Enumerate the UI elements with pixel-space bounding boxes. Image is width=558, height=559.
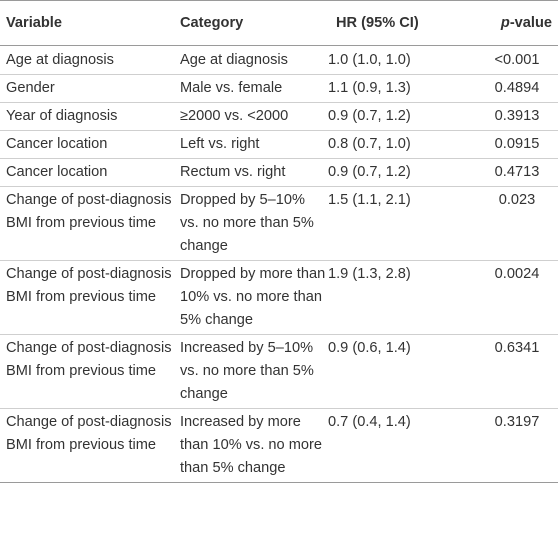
cell-pvalue: 0.0024 xyxy=(494,266,540,282)
cell-variable: Age at diagnosis xyxy=(6,52,114,68)
cell-pvalue: 0.0915 xyxy=(494,136,540,152)
cell-hr: 1.0 (1.0, 1.0) xyxy=(328,52,411,68)
cell-variable: Change of post-diagnosis BMI from previo… xyxy=(6,192,172,231)
cell-category: Increased by more than 10% vs. no more t… xyxy=(180,414,322,476)
cell-variable: Cancer location xyxy=(6,136,108,152)
results-table: Variable Category HR (95% CI) p-value Ag… xyxy=(0,0,558,483)
table-header: Variable Category HR (95% CI) p-value xyxy=(0,0,558,46)
header-pvalue-italic: p xyxy=(500,14,510,31)
cell-hr: 1.9 (1.3, 2.8) xyxy=(328,266,411,282)
cell-category: ≥2000 vs. <2000 xyxy=(180,108,289,124)
cell-hr: 0.9 (0.7, 1.2) xyxy=(328,108,411,124)
cell-pvalue: 0.3913 xyxy=(494,108,540,124)
cell-variable: Change of post-diagnosis BMI from previo… xyxy=(6,414,172,453)
header-variable: Variable xyxy=(0,0,174,46)
cell-hr: 1.1 (0.9, 1.3) xyxy=(328,80,411,96)
cell-category: Age at diagnosis xyxy=(180,52,288,68)
cell-hr: 1.5 (1.1, 2.1) xyxy=(328,192,411,208)
table-row: Cancer location Rectum vs. right 0.9 (0.… xyxy=(0,159,558,187)
table-row: Cancer location Left vs. right 0.8 (0.7,… xyxy=(0,131,558,159)
header-hr: HR (95% CI) xyxy=(328,0,458,46)
cell-category: Male vs. female xyxy=(180,80,283,96)
cell-pvalue: <0.001 xyxy=(494,52,540,68)
table-row: Year of diagnosis ≥2000 vs. <2000 0.9 (0… xyxy=(0,103,558,131)
cell-hr: 0.7 (0.4, 1.4) xyxy=(328,414,411,430)
cell-variable: Change of post-diagnosis BMI from previo… xyxy=(6,266,172,305)
cell-category: Increased by 5–10% vs. no more than 5% c… xyxy=(180,340,314,402)
table-row: Change of post-diagnosis BMI from previo… xyxy=(0,335,558,409)
table-row: Gender Male vs. female 1.1 (0.9, 1.3) 0.… xyxy=(0,75,558,103)
cell-category: Dropped by 5–10% vs. no more than 5% cha… xyxy=(180,192,314,254)
table-row: Age at diagnosis Age at diagnosis 1.0 (1… xyxy=(0,46,558,75)
cell-category: Rectum vs. right xyxy=(180,164,286,180)
table-row: Change of post-diagnosis BMI from previo… xyxy=(0,261,558,335)
cell-pvalue: 0.3197 xyxy=(494,414,540,430)
header-category: Category xyxy=(174,0,328,46)
table-row: Change of post-diagnosis BMI from previo… xyxy=(0,187,558,261)
cell-variable: Year of diagnosis xyxy=(6,108,118,124)
cell-pvalue: 0.023 xyxy=(498,192,536,208)
cell-hr: 0.9 (0.7, 1.2) xyxy=(328,164,411,180)
cell-category: Left vs. right xyxy=(180,136,260,152)
cell-pvalue: 0.6341 xyxy=(494,340,540,356)
table-row: Change of post-diagnosis BMI from previo… xyxy=(0,409,558,483)
table-body: Age at diagnosis Age at diagnosis 1.0 (1… xyxy=(0,46,558,483)
cell-pvalue: 0.4713 xyxy=(494,164,540,180)
header-pvalue: p-value xyxy=(458,0,558,46)
cell-category: Dropped by more than 10% vs. no more tha… xyxy=(180,266,326,328)
cell-pvalue: 0.4894 xyxy=(494,80,540,96)
header-pvalue-rest: -value xyxy=(509,14,552,31)
cell-variable: Gender xyxy=(6,80,55,96)
cell-hr: 0.9 (0.6, 1.4) xyxy=(328,340,411,356)
cell-variable: Change of post-diagnosis BMI from previo… xyxy=(6,340,172,379)
header-row: Variable Category HR (95% CI) p-value xyxy=(0,0,558,46)
cell-hr: 0.8 (0.7, 1.0) xyxy=(328,136,411,152)
cell-variable: Cancer location xyxy=(6,164,108,180)
